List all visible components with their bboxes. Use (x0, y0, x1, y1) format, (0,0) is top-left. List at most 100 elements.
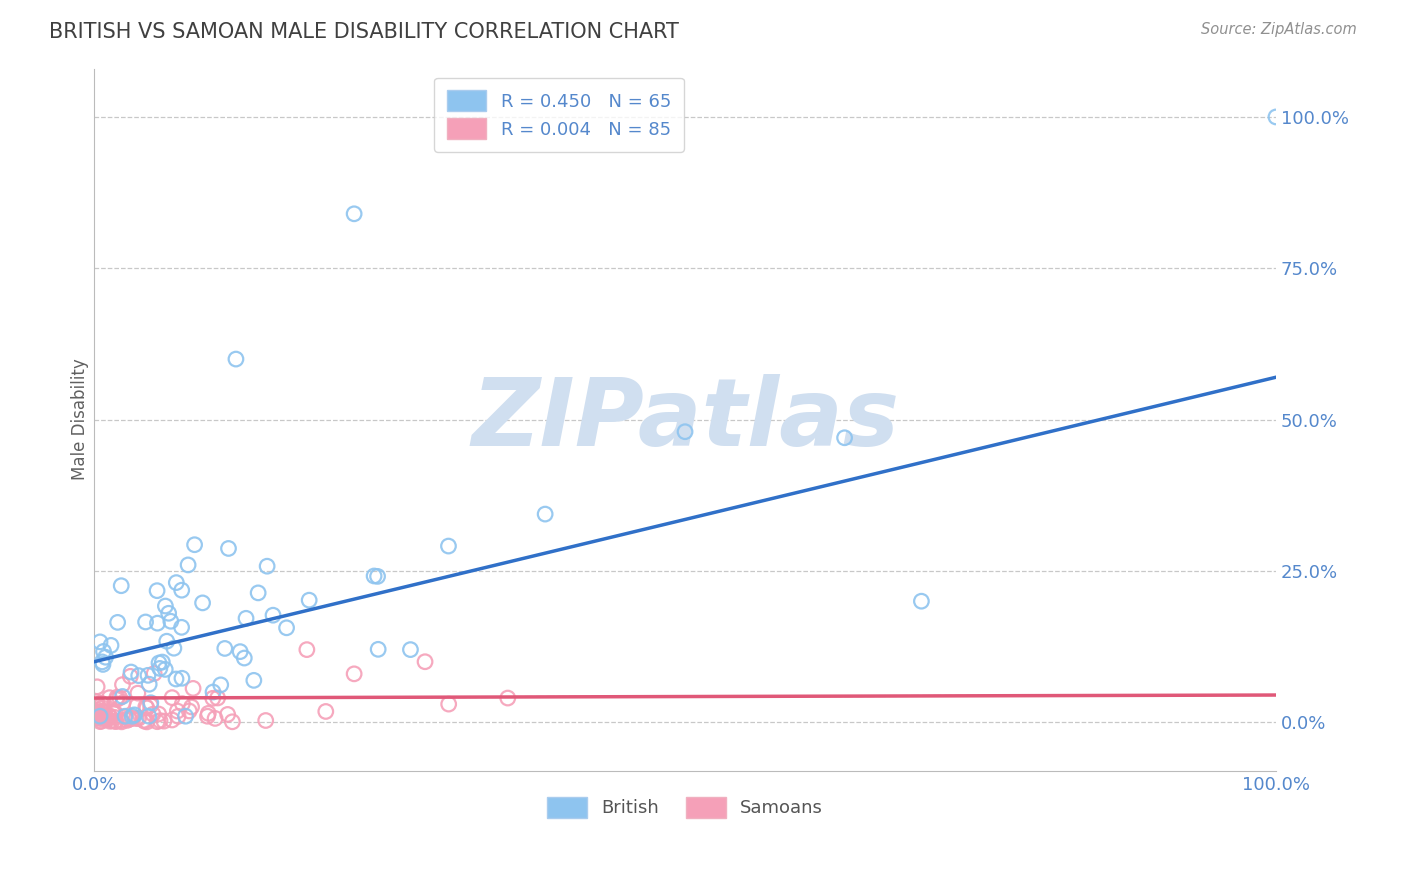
Point (104, 710, 127, 724)
Point (160, 713, 183, 727)
Point (254, 714, 277, 728)
Point (437, 539, 460, 553)
Point (105, 690, 128, 705)
Point (98, 714, 121, 729)
Point (125, 698, 148, 713)
Point (120, 665, 142, 679)
Point (534, 507, 557, 521)
Point (139, 698, 162, 713)
Point (149, 661, 172, 675)
Point (89, 709, 111, 723)
Point (138, 709, 160, 723)
Point (834, 431, 856, 445)
Point (298, 593, 321, 607)
Point (90, 696, 112, 710)
Point (86, 705, 108, 719)
Point (367, 642, 389, 657)
Point (174, 709, 197, 723)
Point (399, 642, 422, 657)
Point (146, 616, 169, 631)
Point (276, 621, 298, 635)
Point (90, 697, 112, 711)
Point (105, 692, 128, 706)
Point (111, 678, 134, 692)
Point (910, 594, 932, 608)
Point (86, 700, 108, 714)
Point (217, 707, 239, 722)
Point (183, 538, 205, 552)
Point (101, 714, 124, 728)
Point (218, 541, 240, 556)
Text: Source: ZipAtlas.com: Source: ZipAtlas.com (1201, 22, 1357, 37)
Point (201, 691, 224, 706)
Point (86, 706, 108, 721)
Point (135, 699, 157, 714)
Point (165, 575, 187, 590)
Point (110, 714, 132, 728)
Point (135, 615, 157, 629)
Point (98, 690, 121, 705)
Point (86, 706, 108, 720)
Point (142, 707, 165, 722)
Point (90, 714, 112, 728)
Point (179, 704, 201, 718)
Point (191, 596, 214, 610)
Point (233, 651, 256, 665)
Point (91, 712, 114, 726)
Point (221, 714, 243, 729)
Point (91, 701, 114, 715)
Point (496, 691, 519, 706)
Point (91, 657, 114, 672)
Point (413, 655, 436, 669)
Point (156, 634, 179, 648)
Point (150, 655, 173, 669)
Point (149, 714, 172, 728)
Point (180, 700, 202, 714)
Point (127, 686, 149, 700)
Point (93, 710, 115, 724)
Point (121, 711, 143, 725)
Point (104, 706, 127, 721)
Point (343, 207, 366, 221)
Point (94, 650, 117, 665)
Point (89, 711, 111, 725)
Point (166, 704, 188, 718)
Point (125, 712, 148, 726)
Point (146, 714, 169, 729)
Point (112, 696, 135, 710)
Point (146, 583, 169, 598)
Point (94, 711, 117, 725)
Point (96, 712, 118, 726)
Point (256, 559, 278, 574)
Point (214, 641, 236, 656)
Point (86, 708, 108, 723)
Point (91, 655, 114, 669)
Point (163, 641, 186, 656)
Point (128, 711, 150, 725)
Point (167, 709, 190, 723)
Point (157, 607, 180, 621)
Point (170, 583, 193, 598)
Point (160, 690, 183, 705)
Text: ZIPatlas: ZIPatlas (471, 374, 898, 466)
Point (197, 709, 219, 723)
Point (209, 678, 232, 692)
Point (153, 714, 176, 728)
Point (124, 707, 146, 722)
Point (204, 711, 226, 725)
Point (170, 671, 193, 685)
Point (104, 714, 127, 729)
Point (172, 697, 194, 711)
Text: BRITISH VS SAMOAN MALE DISABILITY CORRELATION CHART: BRITISH VS SAMOAN MALE DISABILITY CORREL… (49, 22, 679, 42)
Point (86, 703, 108, 717)
Point (367, 569, 389, 583)
Point (135, 714, 157, 729)
Point (98, 710, 121, 724)
Point (128, 668, 150, 682)
Legend: British, Samoans: British, Samoans (540, 789, 831, 825)
Point (121, 709, 143, 723)
Point (115, 714, 138, 728)
Point (1265, 110, 1288, 124)
Point (170, 620, 193, 634)
Point (437, 697, 460, 711)
